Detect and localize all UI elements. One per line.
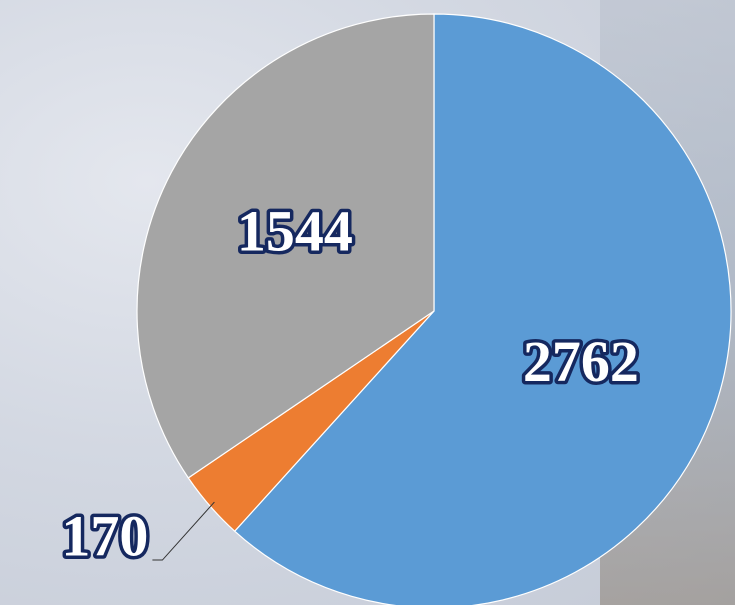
pie-slice: [233, 13, 732, 605]
pie-slice: [136, 13, 435, 479]
leader-line: [152, 501, 215, 561]
data-label: 170: [61, 503, 148, 568]
data-label: 2762: [523, 329, 639, 394]
data-label: 1544: [237, 199, 353, 264]
